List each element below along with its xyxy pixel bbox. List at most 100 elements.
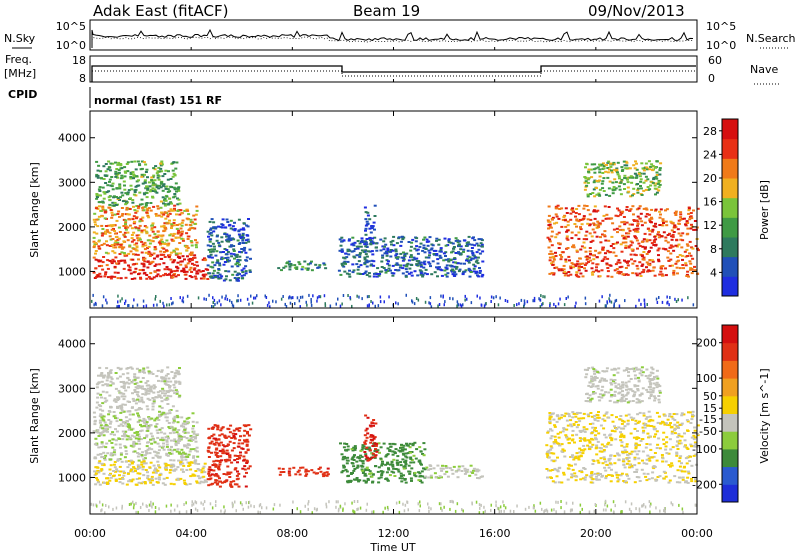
echo-cell	[97, 393, 100, 395]
echo-cell	[156, 432, 159, 434]
echo-cell	[379, 458, 382, 460]
echo-cell	[223, 264, 226, 266]
echo-cell	[632, 164, 635, 166]
echo-cell	[155, 295, 157, 298]
echo-cell	[122, 240, 125, 242]
echo-cell	[232, 238, 235, 240]
echo-cell	[410, 242, 413, 244]
echo-cell	[646, 455, 649, 457]
echo-cell	[136, 245, 139, 247]
echo-cell	[114, 428, 117, 430]
colorbar-segment	[722, 237, 738, 257]
echo-cell	[177, 262, 180, 264]
echo-cell	[576, 250, 579, 252]
echo-cell	[131, 199, 134, 201]
echo-cell	[120, 381, 123, 383]
echo-cell	[662, 218, 665, 220]
echo-cell	[117, 459, 120, 461]
echo-cell	[181, 459, 184, 461]
echo-cell	[595, 269, 598, 271]
echo-cell	[102, 165, 105, 167]
echo-cell	[242, 234, 245, 236]
echo-cell	[185, 224, 188, 226]
echo-cell	[642, 251, 645, 253]
echo-cell	[481, 246, 484, 248]
echo-cell	[222, 450, 225, 452]
echo-cell	[163, 380, 166, 382]
echo-cell	[157, 174, 160, 176]
echo-cell	[559, 298, 561, 301]
echo-cell	[167, 203, 170, 205]
echo-cell	[137, 205, 140, 207]
echo-cell	[683, 432, 686, 434]
echo-cell	[139, 225, 142, 227]
echo-cell	[360, 246, 363, 248]
echo-cell	[142, 371, 145, 373]
echo-cell	[143, 263, 146, 265]
echo-cell	[236, 461, 239, 463]
echo-cell	[185, 266, 188, 268]
echo-cell	[116, 220, 119, 222]
echo-cell	[458, 253, 461, 255]
echo-cell	[152, 472, 155, 474]
freq-label: Freq.	[5, 53, 32, 66]
echo-cell	[385, 478, 388, 480]
echo-cell	[650, 163, 653, 165]
echo-cell	[550, 250, 553, 252]
echo-cell	[400, 464, 403, 466]
echo-cell	[628, 414, 631, 416]
echo-cell	[584, 166, 587, 168]
echo-cell	[560, 207, 563, 209]
echo-cell	[403, 445, 406, 447]
echo-cell	[477, 245, 480, 247]
echo-cell	[160, 300, 162, 303]
echo-cell	[106, 383, 109, 385]
echo-cell	[665, 436, 668, 438]
echo-cell	[633, 260, 636, 262]
echo-cell	[445, 245, 448, 247]
y-tick-label: 1000	[58, 265, 86, 278]
echo-cell	[554, 236, 557, 238]
echo-cell	[648, 411, 651, 413]
echo-cell	[567, 296, 569, 299]
echo-cell	[114, 256, 117, 258]
echo-cell	[603, 230, 606, 232]
echo-cell	[490, 300, 492, 303]
echo-cell	[564, 274, 567, 276]
echo-cell	[102, 391, 105, 393]
echo-cell	[160, 201, 163, 203]
echo-cell	[232, 480, 235, 482]
echo-cell	[656, 412, 659, 414]
echo-cell	[605, 475, 608, 477]
echo-cell	[648, 188, 651, 190]
echo-cell	[132, 398, 135, 400]
echo-cell	[113, 449, 116, 451]
echo-cell	[249, 269, 252, 271]
echo-cell	[162, 412, 165, 414]
echo-cell	[434, 250, 437, 252]
echo-cell	[648, 230, 651, 232]
echo-cell	[106, 431, 109, 433]
echo-cell	[126, 193, 129, 195]
echo-cell	[109, 469, 112, 471]
echo-cell	[662, 439, 665, 441]
echo-cell	[369, 243, 372, 245]
echo-cell	[190, 448, 193, 450]
echo-cell	[152, 206, 155, 208]
echo-cell	[351, 263, 354, 265]
echo-cell	[120, 175, 123, 177]
echo-cell	[96, 402, 99, 404]
echo-cell	[176, 391, 179, 393]
echo-cell	[570, 267, 573, 269]
echo-cell	[665, 274, 668, 276]
echo-cell	[194, 276, 197, 278]
echo-cell	[571, 262, 574, 264]
echo-cell	[420, 464, 423, 466]
echo-cell	[160, 371, 163, 373]
echo-cell	[236, 428, 239, 430]
echo-cell	[181, 222, 184, 224]
echo-cell	[617, 259, 620, 261]
echo-cell	[392, 272, 395, 274]
echo-cell	[221, 227, 224, 229]
